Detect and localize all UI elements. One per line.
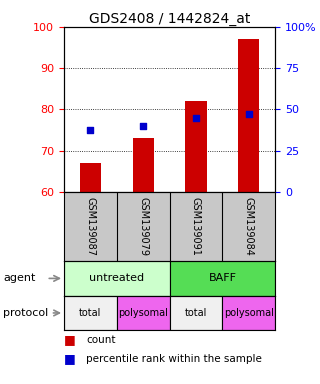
Text: total: total — [79, 308, 101, 318]
Text: total: total — [185, 308, 207, 318]
Text: BAFF: BAFF — [208, 273, 236, 283]
Bar — [222, 296, 275, 330]
Point — [193, 114, 198, 121]
Point — [141, 123, 146, 129]
Point — [88, 127, 93, 133]
Bar — [64, 296, 117, 330]
Title: GDS2408 / 1442824_at: GDS2408 / 1442824_at — [89, 12, 250, 26]
Bar — [80, 163, 101, 192]
Text: ■: ■ — [64, 333, 76, 346]
Text: count: count — [86, 335, 116, 345]
Text: GSM139079: GSM139079 — [138, 197, 148, 256]
Text: GSM139087: GSM139087 — [85, 197, 95, 256]
Text: polysomal: polysomal — [118, 308, 168, 318]
Bar — [170, 296, 222, 330]
Text: GSM139091: GSM139091 — [191, 197, 201, 256]
Text: ■: ■ — [64, 353, 76, 366]
Bar — [170, 261, 275, 296]
Text: agent: agent — [3, 273, 36, 283]
Text: untreated: untreated — [89, 273, 144, 283]
Bar — [238, 39, 259, 192]
Text: protocol: protocol — [3, 308, 48, 318]
Bar — [132, 138, 154, 192]
Text: percentile rank within the sample: percentile rank within the sample — [86, 354, 262, 364]
Bar — [185, 101, 207, 192]
Bar — [64, 261, 170, 296]
Point — [246, 111, 251, 117]
Text: polysomal: polysomal — [224, 308, 274, 318]
Bar — [117, 296, 170, 330]
Text: GSM139084: GSM139084 — [244, 197, 254, 256]
